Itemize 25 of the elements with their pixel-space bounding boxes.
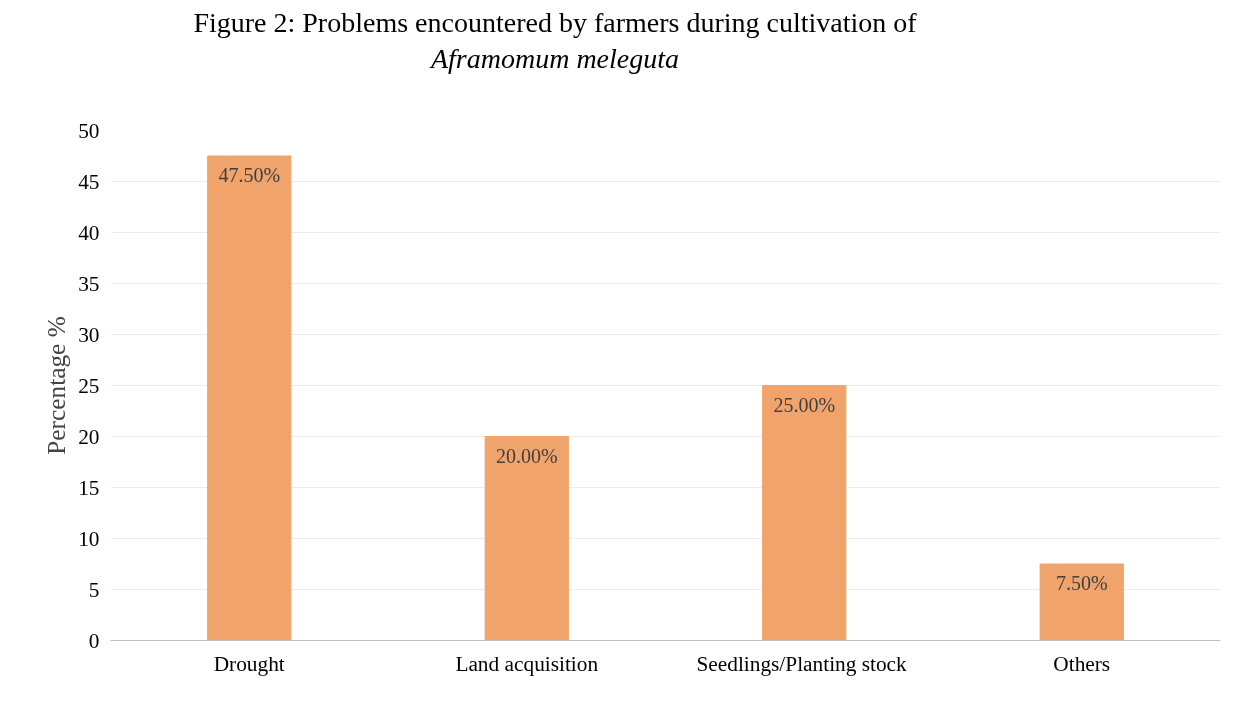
x-tick-label: Drought: [213, 651, 285, 676]
x-tick-label: Land acquisition: [455, 651, 599, 676]
data-label: 20.00%: [495, 444, 558, 467]
y-tick-label: 25: [78, 373, 100, 398]
data-label: 25.00%: [773, 393, 836, 416]
y-tick-label: 40: [78, 220, 100, 245]
y-tick-label: 45: [78, 169, 100, 194]
y-tick-label: 20: [78, 424, 100, 449]
x-tick-label: Others: [1053, 651, 1111, 676]
y-tick-label: 0: [88, 628, 100, 653]
bar: [1039, 563, 1124, 641]
y-tick-label: 35: [78, 271, 100, 296]
y-tick-label: 10: [78, 526, 100, 551]
y-tick-label: 30: [78, 322, 100, 347]
y-axis-title: Percentage %: [42, 316, 71, 455]
y-tick-label: 50: [78, 118, 100, 143]
bar: [762, 385, 847, 641]
y-tick-label: 5: [88, 577, 100, 602]
bar: [484, 436, 569, 641]
x-tick-label: Seedlings/Planting stock: [696, 651, 908, 676]
chart-title: Figure 2: Problems encountered by farmers during cultivation of Aframomum meleguta: [192, 6, 918, 77]
data-label: 47.50%: [218, 164, 281, 186]
data-label: 7.50%: [1055, 572, 1108, 594]
bar: [207, 155, 292, 641]
y-tick-label: 15: [78, 475, 100, 500]
